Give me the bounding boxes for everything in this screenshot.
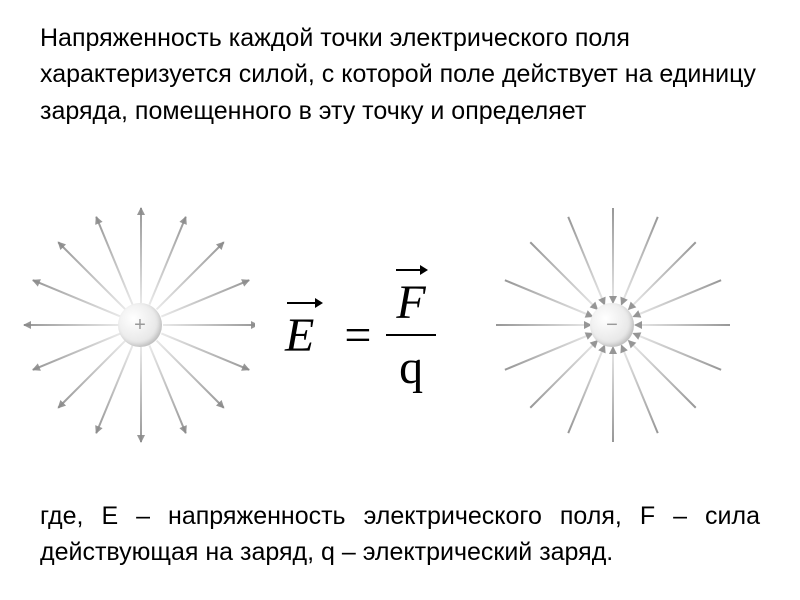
diagram-container: + − E = F q — [0, 210, 800, 440]
symbol-F: F — [640, 502, 655, 530]
field-line-in — [635, 324, 730, 326]
field-line-in — [530, 340, 599, 409]
field-line-out — [24, 324, 119, 326]
field-line-out — [148, 217, 186, 306]
field-line-out — [58, 242, 127, 311]
equals-sign: = — [344, 308, 371, 363]
symbol-q: q — [321, 538, 335, 566]
field-line-in — [567, 217, 605, 306]
field-line-in — [633, 332, 722, 370]
field-line-out — [95, 217, 133, 306]
field-line-in — [567, 345, 605, 434]
fraction: F q — [386, 275, 435, 395]
field-line-in — [628, 340, 697, 409]
field-line-in — [505, 279, 594, 317]
bottom-after-e: – напряженность электрического поля, — [118, 502, 640, 530]
field-line-out — [161, 279, 250, 317]
field-line-out — [161, 332, 250, 370]
denominator-q: q — [399, 336, 423, 395]
field-line-in — [530, 242, 599, 311]
field-line-out — [163, 324, 258, 326]
field-line-out — [148, 345, 186, 434]
paragraph-top: Напряженность каждой точки электрическог… — [40, 20, 760, 129]
bottom-prefix: где, — [40, 502, 101, 530]
field-line-out — [156, 242, 225, 311]
positive-charge: + — [118, 303, 162, 347]
field-line-out — [95, 345, 133, 434]
field-line-out — [33, 279, 122, 317]
field-line-in — [620, 345, 658, 434]
vector-E: E — [285, 308, 314, 363]
field-line-in — [496, 324, 591, 326]
formula: E = F q — [255, 265, 466, 405]
field-line-out — [58, 340, 127, 409]
paragraph-bottom: где, E – напряженность электрического по… — [40, 498, 760, 571]
field-line-in — [612, 347, 614, 442]
field-line-in — [633, 279, 722, 317]
field-line-in — [628, 242, 697, 311]
field-line-in — [505, 332, 594, 370]
field-line-in — [620, 217, 658, 306]
minus-icon: − — [606, 314, 618, 337]
field-line-in — [612, 208, 614, 303]
paragraph-top-text: Напряженность каждой точки электрическог… — [40, 24, 756, 125]
negative-charge: − — [590, 303, 634, 347]
field-line-out — [156, 340, 225, 409]
field-line-out — [140, 347, 142, 442]
field-line-out — [33, 332, 122, 370]
symbol-E: E — [101, 502, 118, 530]
bottom-after-q: – электрический заряд. — [335, 538, 613, 566]
plus-icon: + — [134, 314, 146, 337]
numerator-F: F — [386, 275, 435, 336]
field-line-out — [140, 208, 142, 303]
